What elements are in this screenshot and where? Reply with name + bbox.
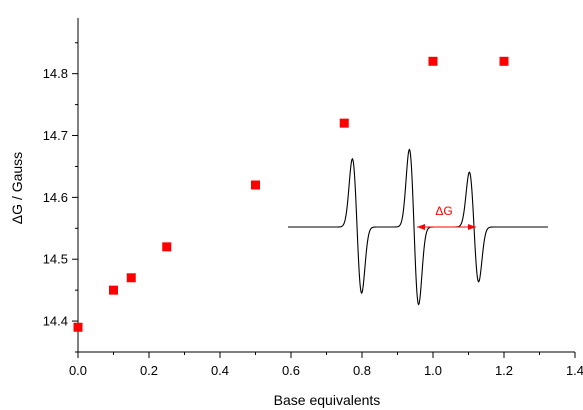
y-tick-label: 14.5 [43, 252, 68, 267]
x-tick-label: 1.4 [566, 363, 583, 378]
data-point [499, 56, 509, 66]
delta-g-arrowhead-left [417, 224, 425, 230]
x-tick-label: 0.6 [282, 363, 300, 378]
x-tick-label: 1.2 [495, 363, 513, 378]
x-tick-label: 0.4 [211, 363, 229, 378]
data-points [73, 56, 509, 332]
y-tick-label: 14.6 [43, 190, 68, 205]
y-tick-label: 14.7 [43, 128, 68, 143]
data-point [339, 118, 349, 128]
data-point [162, 242, 172, 252]
x-tick-label: 0.0 [69, 363, 87, 378]
delta-g-arrow [417, 224, 476, 230]
delta-g-arrowhead-right [468, 224, 476, 230]
delta-g-label: ΔG [435, 204, 452, 218]
data-point [428, 56, 438, 66]
data-point [73, 322, 83, 332]
x-tick-label: 1.0 [424, 363, 442, 378]
x-tick-label: 0.8 [353, 363, 371, 378]
epr-spectrum-line [288, 148, 548, 306]
data-point [126, 273, 136, 283]
y-axis-label: ΔG / Gauss [9, 152, 25, 224]
y-tick-label: 14.8 [43, 66, 68, 81]
axes [77, 18, 575, 353]
data-point [109, 285, 118, 295]
inset-epr-spectrum: ΔG [288, 148, 548, 306]
data-point [251, 180, 260, 190]
y-tick-label: 14.4 [43, 314, 68, 329]
x-axis-label: Base equivalents [274, 392, 381, 408]
x-tick-label: 0.2 [140, 363, 158, 378]
ticks: 0.0 0.2 0.4 0.6 0.8 1.0 1.2 1.4 14.4 14.5 14.6 14.7… [43, 42, 583, 378]
